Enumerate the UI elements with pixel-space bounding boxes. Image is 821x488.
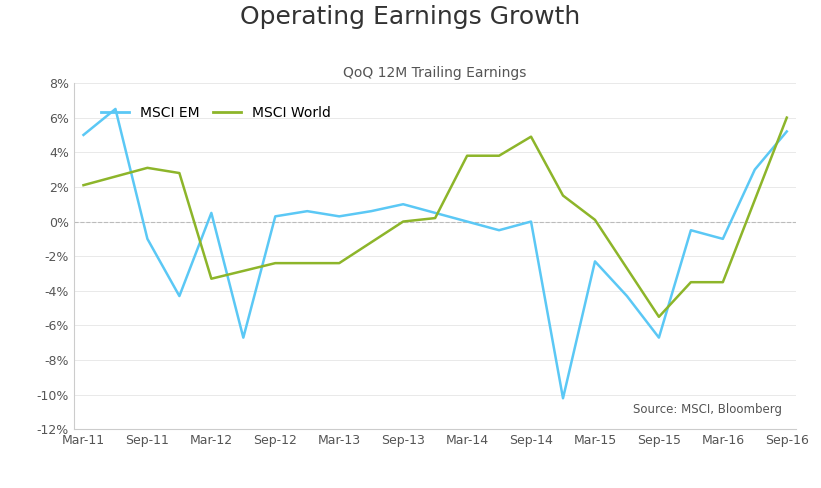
Text: Source: MSCI, Bloomberg: Source: MSCI, Bloomberg bbox=[633, 403, 782, 416]
Text: Operating Earnings Growth: Operating Earnings Growth bbox=[241, 5, 580, 29]
Legend: MSCI EM, MSCI World: MSCI EM, MSCI World bbox=[95, 101, 337, 125]
Title: QoQ 12M Trailing Earnings: QoQ 12M Trailing Earnings bbox=[343, 66, 527, 81]
